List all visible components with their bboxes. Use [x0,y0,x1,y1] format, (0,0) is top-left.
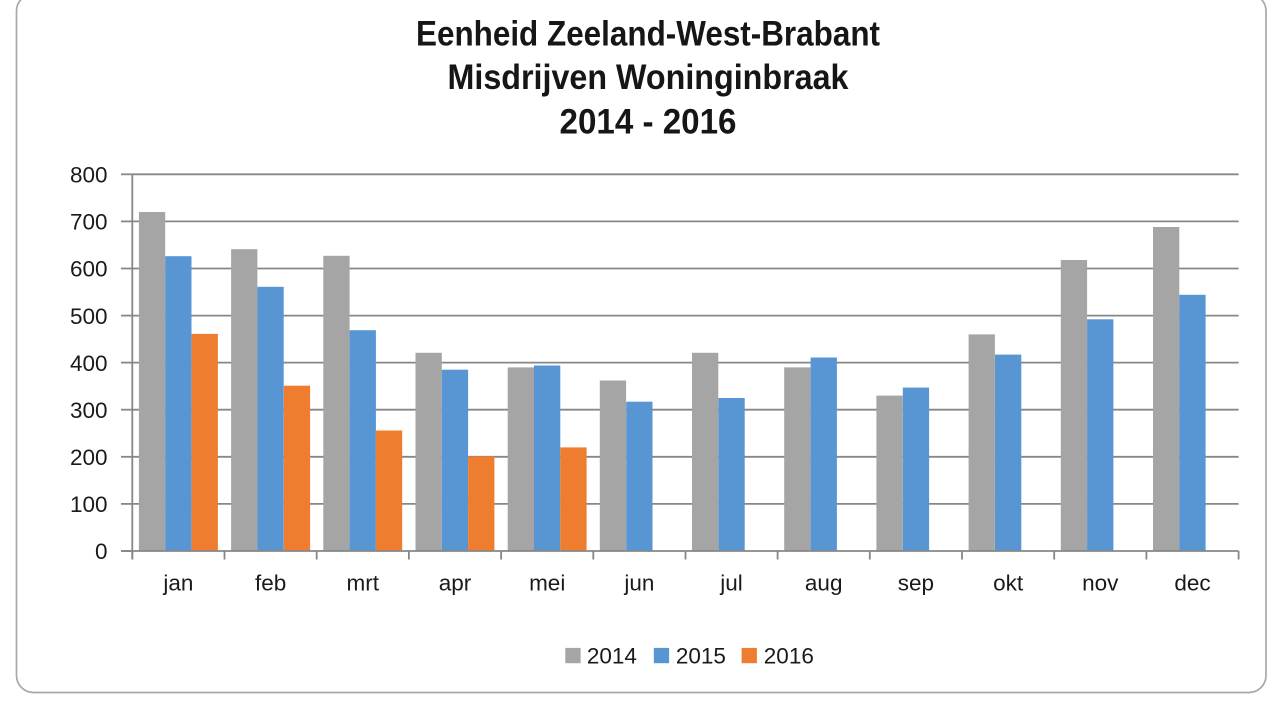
svg-text:2016: 2016 [764,644,814,669]
svg-text:jun: jun [623,571,654,596]
svg-text:600: 600 [70,257,108,282]
svg-text:0: 0 [95,539,108,564]
svg-text:700: 700 [70,210,108,235]
svg-text:800: 800 [70,163,108,188]
svg-text:500: 500 [70,304,108,329]
svg-text:100: 100 [70,492,108,517]
svg-text:2015: 2015 [676,644,726,669]
svg-text:mrt: mrt [347,571,380,596]
svg-text:Eenheid Zeeland-West-Brabant: Eenheid Zeeland-West-Brabant [416,15,880,54]
svg-text:2014: 2014 [587,644,637,669]
svg-text:300: 300 [70,398,108,423]
svg-text:jul: jul [719,571,743,596]
svg-text:200: 200 [70,445,108,470]
svg-text:Misdrijven Woninginbraak: Misdrijven Woninginbraak [448,58,849,97]
svg-text:aug: aug [805,571,843,596]
svg-text:dec: dec [1174,571,1210,596]
svg-text:apr: apr [439,571,472,596]
svg-text:400: 400 [70,351,108,376]
svg-text:2014 - 2016: 2014 - 2016 [560,102,737,141]
svg-text:nov: nov [1082,571,1119,596]
svg-text:feb: feb [255,571,286,596]
svg-text:sep: sep [898,571,934,596]
svg-text:okt: okt [993,571,1024,596]
svg-text:jan: jan [162,571,193,596]
svg-text:mei: mei [529,571,565,596]
